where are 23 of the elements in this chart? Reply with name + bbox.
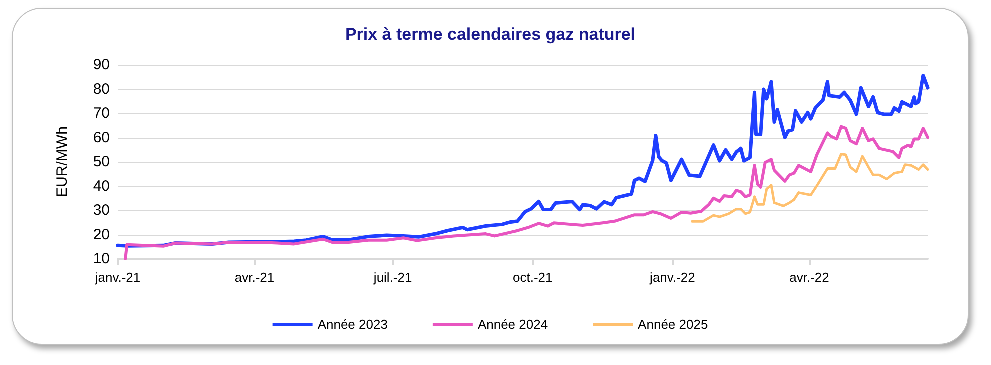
legend-label: Année 2023: [318, 317, 388, 332]
y-tick-label: 90: [93, 56, 110, 74]
y-tick-label: 10: [93, 250, 110, 268]
rounded-frame: EUR/MWh 10 20 30 40 50 60 70 80 90 janv.-21 avr.-21 juil.-21 oct.-21 janv.-22 avr.-22 Année 2023 Année 2024 Année 2025 Prix à terme calendaires gaz naturel: [12, 8, 969, 345]
y-tick-label: 20: [93, 226, 110, 244]
x-tick-label: avr.-21: [234, 270, 275, 285]
x-tick-label: janv.-21: [94, 270, 141, 285]
x-tick-label: oct.-21: [513, 270, 553, 285]
y-tick-label: 40: [93, 178, 110, 195]
y-axis-title: EUR/MWh: [54, 126, 71, 198]
x-tick-label: avr.-22: [790, 270, 830, 285]
y-tick-label: 60: [93, 129, 110, 146]
x-tick-label: janv.-22: [649, 270, 696, 285]
line-series: [691, 152, 930, 223]
chart-title: Prix à terme calendaires gaz naturel: [345, 25, 636, 44]
line-series: [124, 125, 930, 260]
y-tick-label: 80: [93, 80, 110, 98]
y-tick-label: 50: [93, 154, 110, 170]
legend-label: Année 2024: [478, 317, 548, 332]
legend-label: Année 2025: [638, 317, 708, 332]
y-tick-label: 30: [93, 202, 110, 219]
y-tick-label: 70: [93, 105, 110, 122]
x-tick-label: juil.-21: [372, 270, 412, 285]
